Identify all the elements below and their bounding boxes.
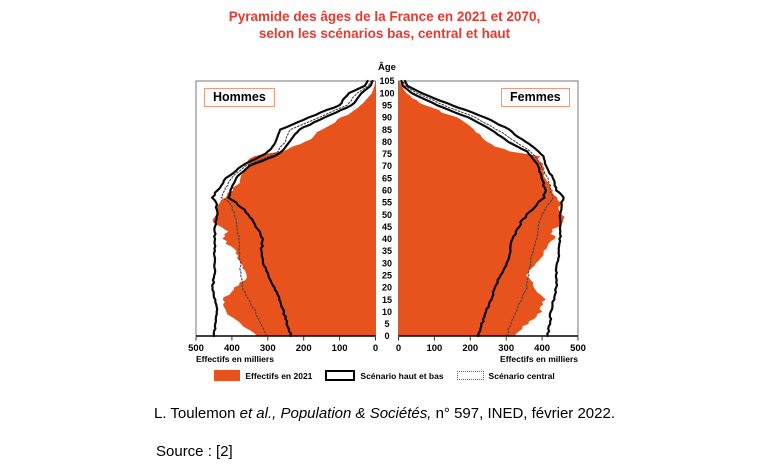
x-axis-title-left: Effectifs en milliers [196, 354, 274, 364]
female-2021-area [398, 81, 565, 336]
citation-journal: Population & Sociétés, [280, 405, 432, 422]
age-tick-label: 105 [379, 76, 394, 86]
female-scenario-low-line [400, 79, 547, 338]
chart-title: Pyramide des âges de la France en 2021 e… [0, 9, 769, 42]
age-tick-label: 50 [382, 210, 392, 220]
legend-label-high-low: Scénario haut et bas [360, 370, 444, 381]
legend-item-2021: Effectifs en 2021 [214, 370, 312, 381]
age-tick-label: 45 [382, 222, 392, 232]
female-panel-label: Femmes [501, 88, 570, 107]
x-tick-label: 400 [534, 343, 550, 354]
x-tick-label: 400 [224, 343, 240, 354]
chart-title-line2: selon les scénarios bas, central et haut [258, 25, 511, 41]
male-scenario-high-line [211, 79, 369, 338]
legend-swatch-solid-outline [325, 370, 356, 381]
legend-swatch-orange-fill [214, 370, 241, 381]
legend-item-high-low: Scénario haut et bas [325, 370, 444, 381]
age-tick-label: 95 [382, 101, 392, 111]
x-tick-label: 100 [426, 343, 442, 354]
age-tick-label: 35 [382, 246, 392, 256]
age-tick-label: 70 [382, 161, 392, 171]
x-tick-label: 100 [332, 343, 348, 354]
chart-title-line1: Pyramide des âges de la France en 2021 e… [228, 9, 541, 24]
female-scenario-high-line [403, 79, 565, 338]
age-tick-label: 80 [382, 137, 392, 147]
female-scenario-central-line [402, 80, 554, 337]
age-tick-label: 85 [382, 125, 392, 135]
citation-issue: n° 597, INED, février 2022. [431, 405, 615, 422]
age-tick-label: 90 [382, 113, 392, 123]
x-tick-label: 200 [296, 343, 312, 354]
citation: L. Toulemon et al., Population & Société… [0, 405, 769, 422]
age-tick-label: 15 [382, 295, 392, 305]
x-tick-label: 300 [498, 343, 514, 354]
age-tick-label: 100 [379, 88, 394, 98]
age-tick-label: 55 [382, 198, 392, 208]
legend-label-central: Scénario central [488, 370, 555, 381]
citation-etal: et al., [239, 405, 281, 422]
x-tick-label: 0 [373, 343, 378, 354]
x-tick-label: 200 [462, 343, 478, 354]
x-tick-label: 500 [570, 343, 586, 354]
legend-label-2021: Effectifs en 2021 [245, 370, 313, 381]
x-tick-label: 300 [260, 343, 276, 354]
x-tick-label: 0 [396, 343, 401, 354]
age-tick-label: 0 [384, 331, 389, 341]
x-tick-label: 500 [188, 343, 204, 354]
male-scenario-central-line [220, 80, 372, 337]
age-tick-label: 30 [382, 258, 392, 268]
age-tick-label: 5 [384, 319, 389, 329]
x-axis-title-right: Effectifs en milliers [500, 354, 578, 364]
legend-swatch-dotted-outline [456, 371, 484, 380]
legend-item-central: Scénario central [456, 370, 555, 381]
age-tick-label: 60 [382, 186, 392, 196]
age-tick-label: 75 [382, 149, 392, 159]
male-panel-label: Hommes [204, 88, 275, 107]
male-2021-area [212, 81, 376, 336]
citation-author: L. Toulemon [153, 405, 240, 422]
legend: Effectifs en 2021 Scénario haut et bas S… [0, 370, 769, 381]
age-tick-label: 25 [382, 271, 392, 281]
age-axis-title: Âge [378, 62, 396, 73]
age-tick-label: 40 [382, 234, 392, 244]
age-tick-label: 65 [382, 173, 392, 183]
age-tick-label: 20 [382, 283, 392, 293]
source-reference: Source : [2] [156, 443, 233, 460]
male-scenario-low-line [227, 79, 374, 338]
age-tick-label: 10 [382, 307, 392, 317]
